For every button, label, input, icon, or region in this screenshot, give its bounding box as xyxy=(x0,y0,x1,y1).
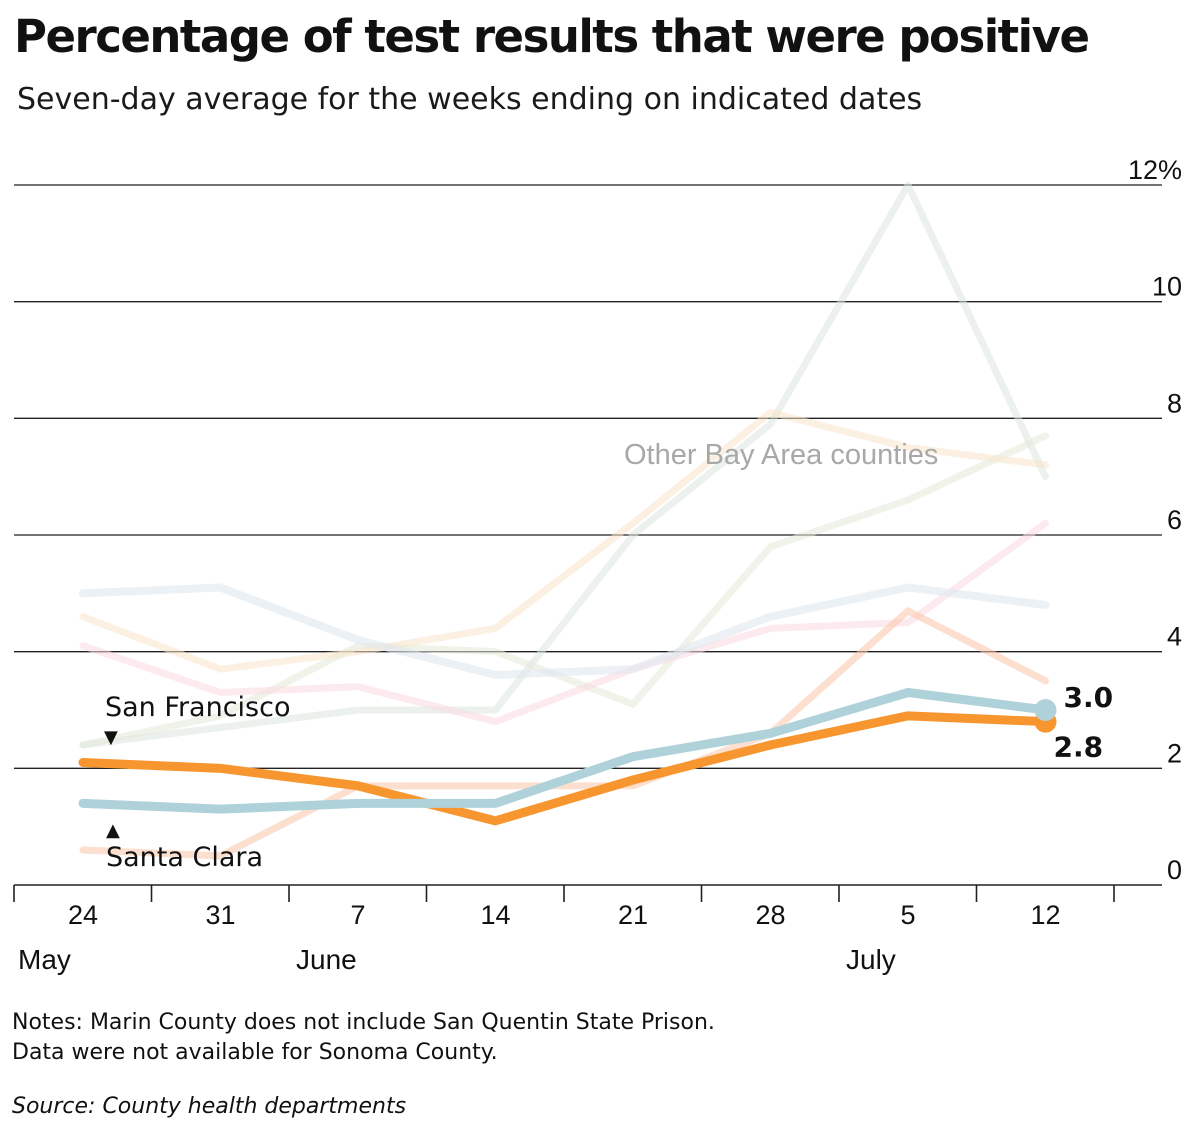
x-tick-label: 28 xyxy=(755,900,785,930)
background-series-line-2 xyxy=(79,409,1049,673)
x-tick-label: 24 xyxy=(68,900,98,930)
series-line-santa-clara xyxy=(78,688,1050,814)
background-series-line-5 xyxy=(79,583,1050,679)
x-axis: 24 31 7 14 21 28 5 12 May June July xyxy=(13,885,1115,975)
x-tick-label: 12 xyxy=(1030,900,1060,930)
highlight-lines xyxy=(78,688,1057,826)
santa-clara-label: Santa Clara xyxy=(106,842,263,873)
chart-title: Percentage of test results that were pos… xyxy=(14,10,1090,63)
chart-subtitle: Seven-day average for the weeks ending o… xyxy=(17,82,923,117)
x-tick-label: 14 xyxy=(480,900,510,930)
notes-line-1: Notes: Marin County does not include San… xyxy=(12,1010,715,1035)
end-value-label: 3.0 xyxy=(1064,681,1114,714)
month-label: July xyxy=(846,944,896,975)
x-tick-label: 5 xyxy=(900,900,915,930)
chart-source: Source: County health departments xyxy=(12,1094,407,1119)
end-value-label: 2.8 xyxy=(1054,731,1104,764)
y-tick-label: 12% xyxy=(1128,155,1182,185)
x-tick-label: 21 xyxy=(618,900,648,930)
background-series-line-4 xyxy=(79,607,1049,860)
x-tick-label: 7 xyxy=(350,900,365,930)
y-tick-label: 10 xyxy=(1152,272,1182,302)
santa-clara-marker: ▲ xyxy=(106,820,120,841)
y-tick-label: 8 xyxy=(1167,388,1182,418)
y-tick-label: 2 xyxy=(1167,738,1182,768)
chart-labels: Other Bay Area counties San Francisco ▼ … xyxy=(104,439,1113,873)
background-series-line-3 xyxy=(79,519,1049,726)
month-label: June xyxy=(296,944,357,975)
notes-line-2: Data were not available for Sonoma Count… xyxy=(12,1040,498,1065)
other-counties-label: Other Bay Area counties xyxy=(624,439,938,471)
month-label: May xyxy=(18,944,71,975)
gridlines: 0 2 4 6 8 10 12% xyxy=(14,155,1182,886)
other-county-lines xyxy=(79,181,1050,860)
background-series-line-0 xyxy=(79,181,1049,749)
series-line-san-francisco xyxy=(78,711,1050,826)
y-tick-label: 6 xyxy=(1167,505,1182,535)
san-francisco-label: San Francisco xyxy=(105,692,290,723)
endpoint-dot xyxy=(1034,699,1057,721)
san-francisco-marker: ▼ xyxy=(104,727,118,748)
background-series-line-1 xyxy=(79,432,1049,749)
y-tick-label: 4 xyxy=(1167,622,1182,652)
chart-notes: Notes: Marin County does not include San… xyxy=(12,1008,715,1068)
y-tick-label: 0 xyxy=(1167,855,1182,885)
x-tick-label: 31 xyxy=(205,900,235,930)
